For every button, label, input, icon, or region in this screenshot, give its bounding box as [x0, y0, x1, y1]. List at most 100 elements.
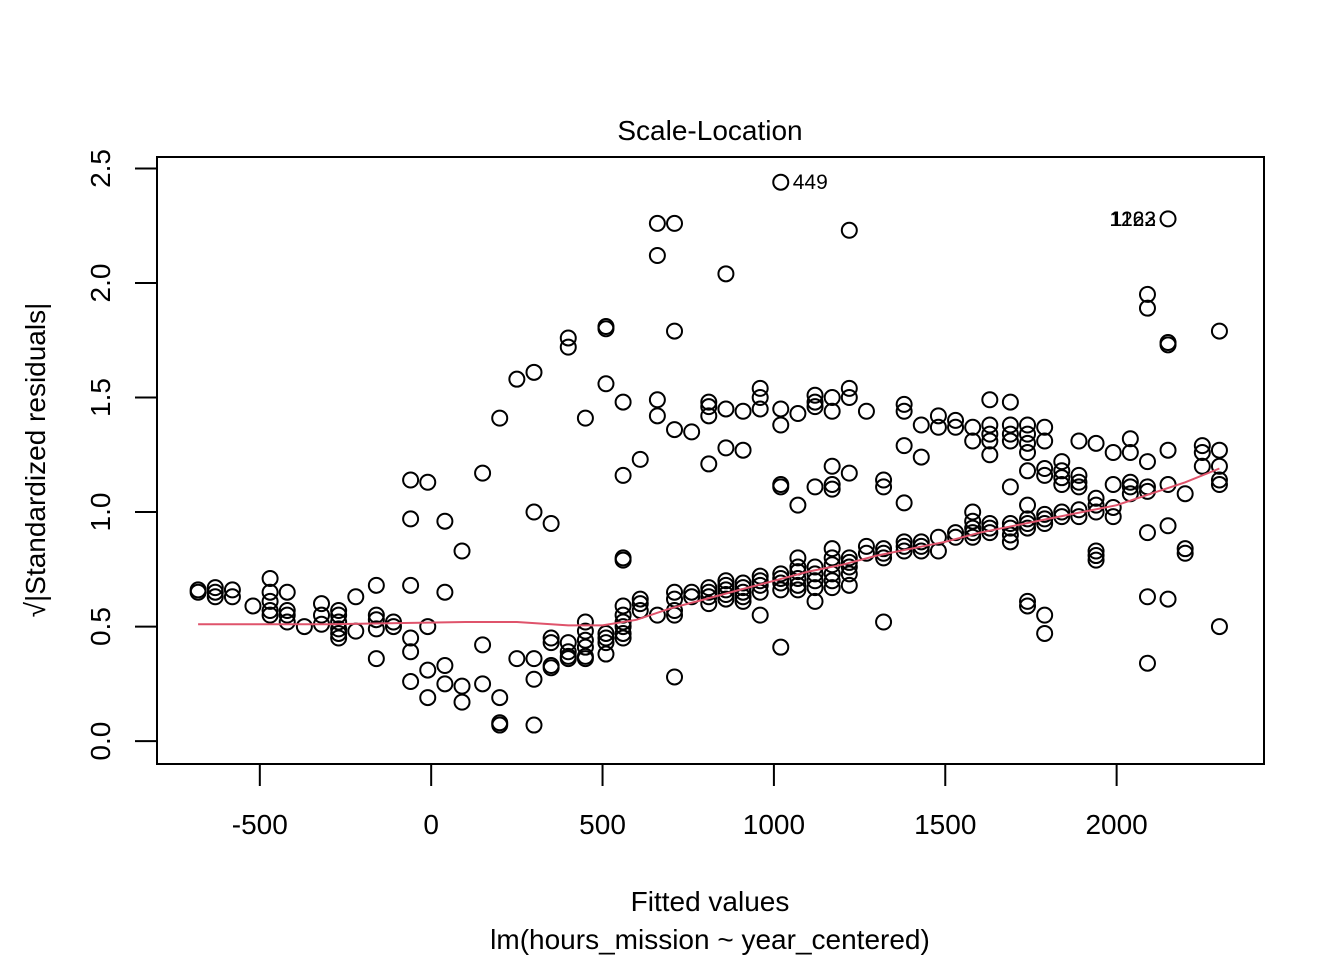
data-point [347, 588, 365, 606]
x-tick-label: 500 [579, 809, 626, 840]
data-point [347, 622, 365, 640]
data-point [1210, 476, 1228, 494]
data-point [1036, 432, 1054, 450]
data-point [1087, 551, 1105, 569]
data-point [700, 393, 718, 411]
x-tick-label: 1500 [914, 809, 976, 840]
data-point [857, 544, 875, 562]
data-point [772, 638, 790, 656]
data-point [1210, 618, 1228, 636]
data-point [1053, 469, 1071, 487]
data-point [474, 675, 492, 693]
data-point [1193, 457, 1211, 475]
data-point [206, 583, 224, 601]
data-point [981, 425, 999, 443]
data-point [648, 246, 666, 264]
data-point [576, 613, 594, 631]
data-point [648, 391, 666, 409]
data-point [840, 389, 858, 407]
data-point [261, 602, 279, 620]
data-point [278, 613, 296, 631]
data-point [734, 441, 752, 459]
data-point [614, 466, 632, 484]
data-point [1138, 654, 1156, 672]
data-point [1019, 462, 1037, 480]
data-point [330, 606, 348, 624]
data-point [806, 579, 824, 597]
data-point [929, 407, 947, 425]
data-point [614, 393, 632, 411]
data-point [1036, 624, 1054, 642]
data-point [278, 606, 296, 624]
data-point [1087, 489, 1105, 507]
data-point [981, 391, 999, 409]
data-point [683, 588, 701, 606]
data-point [1210, 441, 1228, 459]
data-point [947, 418, 965, 436]
data-point [1104, 476, 1122, 494]
data-point [419, 689, 437, 707]
data-point [717, 572, 735, 590]
y-tick-label: 2.0 [85, 264, 116, 303]
smoother-line [198, 467, 1220, 627]
data-point [542, 514, 560, 532]
data-point [1087, 547, 1105, 565]
y-tick-label: 0.0 [85, 722, 116, 761]
data-point [402, 643, 420, 661]
data-point [772, 574, 790, 592]
data-point [857, 402, 875, 420]
data-point [895, 395, 913, 413]
data-point [1159, 336, 1177, 354]
data-point [206, 588, 224, 606]
data-points [189, 173, 1228, 734]
data-point [700, 398, 718, 416]
data-point [614, 618, 632, 636]
data-point [840, 576, 858, 594]
data-point [772, 416, 790, 434]
data-point [1159, 517, 1177, 535]
data-point [330, 624, 348, 642]
data-point [823, 572, 841, 590]
data-point [330, 613, 348, 631]
data-point [330, 620, 348, 638]
data-point [1019, 510, 1037, 528]
data-point [717, 439, 735, 457]
data-point [823, 389, 841, 407]
data-point [491, 716, 509, 734]
data-point [806, 398, 824, 416]
data-point [542, 629, 560, 647]
data-point [1176, 485, 1194, 503]
data-point [474, 464, 492, 482]
data-point [597, 629, 615, 647]
data-point [614, 624, 632, 642]
data-point [189, 583, 207, 601]
point-label: 1122 [1111, 208, 1156, 231]
data-point [1087, 434, 1105, 452]
chart-title: Scale-Location [617, 115, 802, 146]
data-point [806, 572, 824, 590]
data-point [1019, 425, 1037, 443]
data-point [436, 675, 454, 693]
data-point [559, 338, 577, 356]
data-point [453, 542, 471, 560]
data-point [525, 650, 543, 668]
x-tick-label: -500 [232, 809, 288, 840]
data-point [631, 450, 649, 468]
data-point [474, 636, 492, 654]
data-point [734, 574, 752, 592]
data-point [402, 673, 420, 691]
data-point [840, 379, 858, 397]
data-point [964, 432, 982, 450]
data-point [525, 670, 543, 688]
data-point [1019, 443, 1037, 461]
data-point [981, 446, 999, 464]
data-point [964, 503, 982, 521]
y-tick-label: 0.5 [85, 607, 116, 646]
data-point [576, 638, 594, 656]
data-point [700, 407, 718, 425]
data-point [1019, 592, 1037, 610]
data-point [1001, 533, 1019, 551]
data-point [1159, 210, 1177, 228]
data-point [1053, 508, 1071, 526]
data-point [772, 478, 790, 496]
